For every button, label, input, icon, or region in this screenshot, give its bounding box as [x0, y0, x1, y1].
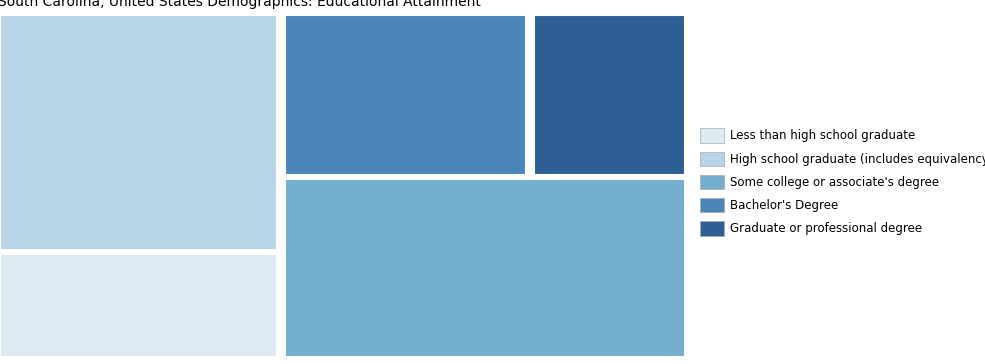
Legend: Less than high school graduate, High school graduate (includes equivalency), Som: Less than high school graduate, High sch…	[700, 128, 985, 236]
Bar	[286, 15, 526, 175]
Bar	[534, 15, 685, 175]
Bar	[286, 179, 685, 357]
Title: South Carolina, United States Demographics: Educational Attainment: South Carolina, United States Demographi…	[0, 0, 481, 9]
Bar	[0, 15, 277, 250]
Bar	[0, 254, 277, 357]
